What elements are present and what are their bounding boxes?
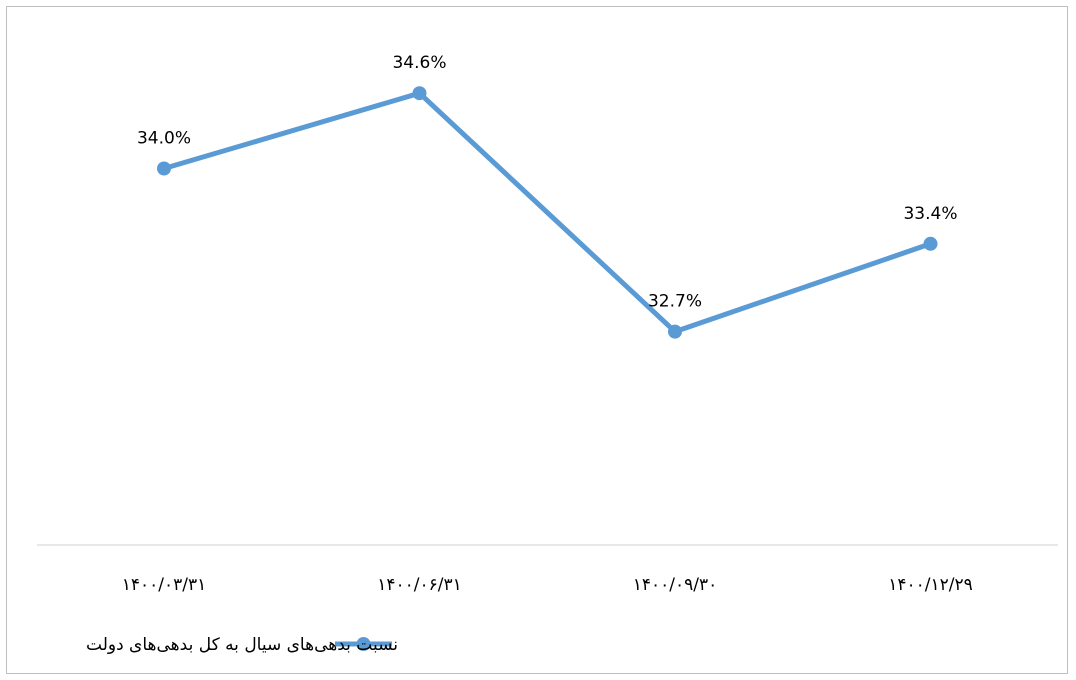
data-point xyxy=(668,324,682,339)
legend: نسبت بدهی‌های سیال به کل بدهی‌های دولت xyxy=(86,635,398,655)
x-axis-tick-labels: ۱۴۰۰/۰۳/۳۱ ۱۴۰۰/۰۶/۳۱ ۱۴۰۰/۰۹/۳۰ ۱۴۰۰/۱۲/۲۹ xyxy=(122,575,973,595)
x-tick-label: ۱۴۰۰/۰۳/۳۱ xyxy=(122,575,207,595)
data-point xyxy=(923,236,938,251)
x-tick-label: ۱۴۰۰/۰۶/۳۱ xyxy=(377,575,462,595)
series-line xyxy=(163,90,932,335)
legend-swatch-marker xyxy=(356,637,371,651)
chart-frame xyxy=(6,6,1068,674)
data-points xyxy=(157,86,938,339)
data-point xyxy=(412,86,427,101)
x-tick-label: ۱۴۰۰/۰۹/۳۰ xyxy=(633,575,718,595)
data-point xyxy=(157,161,171,176)
data-labels: 34.0% 34.6% 32.7% 33.4% xyxy=(137,53,958,311)
x-tick-label: ۱۴۰۰/۱۲/۲۹ xyxy=(888,575,973,595)
data-label: 32.7% xyxy=(648,292,702,312)
data-label: 34.0% xyxy=(137,129,191,149)
data-label: 33.4% xyxy=(903,204,957,224)
legend-label: نسبت بدهی‌های سیال به کل بدهی‌های دولت xyxy=(86,635,398,655)
data-label: 34.6% xyxy=(392,53,446,73)
